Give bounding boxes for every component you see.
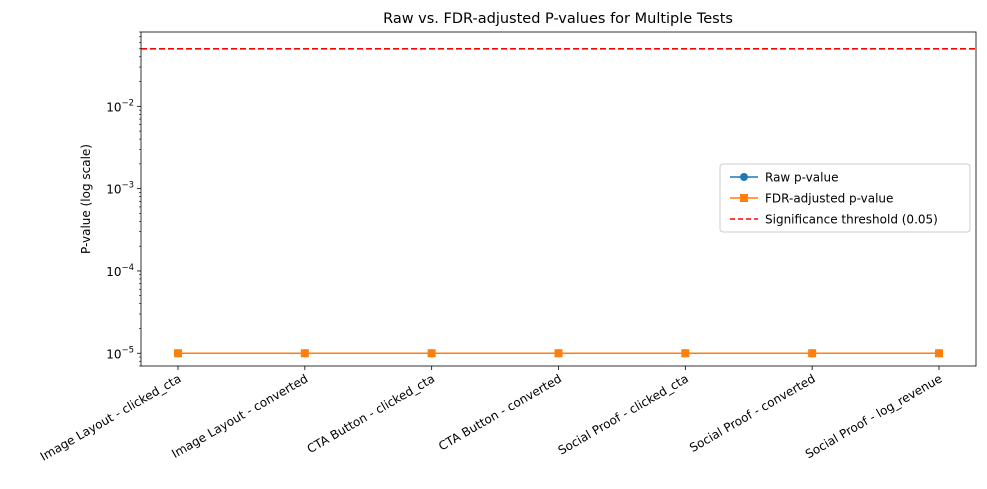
fdr-pvalue-point [554,349,563,358]
legend: Raw p-value FDR-adjusted p-value Significa… [719,163,971,233]
legend-marker-square [740,194,748,202]
legend-box [719,163,971,233]
legend-label: FDR-adjusted p-value [765,192,893,206]
legend-label: Significance threshold (0.05) [765,213,938,227]
fdr-pvalue-point [174,349,182,358]
axes-frame [140,31,977,367]
legend-label: Raw p-value [765,171,838,185]
chart-title: Raw vs. FDR-adjusted P-values for Multip… [383,11,733,27]
y-tick-label: 10−4 [106,263,134,279]
fdr-pvalue-point [681,349,690,358]
fdr-pvalue-point [935,349,943,358]
y-tick-label: 10−2 [106,98,134,114]
fdr-pvalue-point [300,349,309,358]
fdr-pvalue-point [427,349,436,358]
legend-marker-circle [740,173,748,181]
y-axis-label: P-value (log scale) [79,144,93,254]
y-tick-label: 10−5 [106,345,134,361]
fdr-pvalue-point [808,349,817,358]
y-tick-label: 10−3 [106,181,134,197]
